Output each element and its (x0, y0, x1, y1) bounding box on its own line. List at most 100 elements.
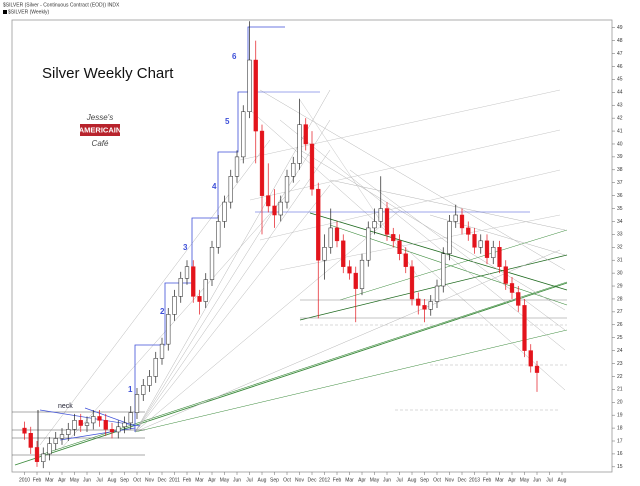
logo-band (80, 124, 120, 136)
y-tick-label: 44 (617, 90, 623, 96)
y-tick-label: 24 (617, 348, 623, 354)
trendline (134, 249, 561, 433)
trendline (309, 212, 568, 291)
y-tick-label: 23 (617, 361, 623, 367)
x-tick-label: Aug (558, 477, 567, 483)
y-tick-label: 46 (617, 64, 623, 70)
y-tick-label: 42 (617, 115, 623, 121)
candle-body (91, 416, 96, 424)
x-tick-label: Dec (308, 477, 317, 483)
candle-body (353, 272, 358, 289)
x-tick-label: May (370, 477, 380, 483)
x-tick-label: 2010 (19, 477, 30, 483)
candle-body (422, 305, 427, 310)
candle-body (391, 234, 396, 242)
candle-body (522, 305, 527, 351)
candle-body (241, 111, 246, 158)
x-tick-label: Jul (246, 477, 252, 483)
candle-body (428, 301, 433, 310)
candle-body (266, 195, 271, 207)
candle-body (434, 285, 440, 302)
candle-body (116, 426, 121, 433)
x-tick-label: 2013 (469, 477, 480, 483)
trendline (249, 129, 561, 201)
candle-body (259, 130, 265, 196)
candle-body (272, 205, 277, 216)
x-tick-label: Mar (345, 477, 354, 483)
candle-body (84, 422, 90, 426)
candle-body (103, 420, 108, 430)
candle-body (59, 434, 65, 439)
y-tick-label: 33 (617, 232, 623, 238)
y-tick-label: 47 (617, 51, 623, 57)
candle-body (303, 124, 308, 145)
candle-body (528, 350, 533, 367)
y-tick-label: 36 (617, 193, 623, 199)
x-tick-label: Oct (283, 477, 291, 483)
y-tick-label: 39 (617, 154, 623, 160)
x-tick-label: Feb (333, 477, 342, 483)
candle-body (472, 234, 477, 248)
trendline (249, 109, 566, 391)
y-tick-label: 49 (617, 25, 623, 31)
candle-body (197, 296, 202, 302)
trendline (259, 169, 561, 241)
x-tick-label: Nov (295, 477, 304, 483)
y-tick-label: 19 (617, 413, 623, 419)
candle-body (291, 163, 296, 177)
annotation: 4 (212, 182, 217, 191)
x-tick-label: Jun (83, 477, 91, 483)
chart-title: Silver Weekly Chart (42, 65, 174, 82)
x-tick-label: Jun (383, 477, 391, 483)
annotation: 6 (232, 52, 237, 61)
y-tick-label: 40 (617, 141, 623, 147)
x-tick-label: Feb (483, 477, 492, 483)
trendline (134, 149, 331, 433)
annotation: 5 (225, 117, 230, 126)
x-tick-label: Sep (270, 477, 279, 483)
x-tick-label: Feb (33, 477, 42, 483)
candle-body (341, 240, 346, 267)
candle-body (334, 227, 340, 242)
annotation: 1 (128, 385, 133, 394)
candle-body (316, 188, 321, 261)
trendline (59, 179, 301, 451)
candle-body (491, 247, 496, 258)
y-tick-label: 45 (617, 77, 623, 83)
y-tick-label: 41 (617, 128, 623, 134)
candle-body (309, 143, 315, 190)
candle-body (128, 412, 133, 424)
candle-body (403, 253, 408, 267)
logo-text: Jesse's (86, 113, 113, 122)
candle-body (134, 394, 140, 413)
logo-text: AMERICAIN (79, 125, 122, 134)
candle-body (322, 247, 327, 261)
x-tick-label: Jul (396, 477, 402, 483)
y-tick-label: 38 (617, 167, 623, 173)
y-tick-label: 28 (617, 296, 623, 302)
candle-body (191, 266, 196, 297)
candle-body (172, 296, 177, 315)
x-tick-label: Feb (183, 477, 192, 483)
trendline (239, 89, 561, 161)
candle-body (397, 240, 402, 254)
candle-body (534, 365, 540, 373)
trendline (134, 209, 401, 433)
x-tick-label: Oct (433, 477, 441, 483)
candle-body (384, 208, 390, 235)
y-tick-label: 30 (617, 270, 623, 276)
trendline (429, 214, 566, 256)
candle-body (78, 420, 83, 426)
candle-body (278, 201, 283, 216)
x-tick-label: Jun (233, 477, 241, 483)
logo: Jesse's AMERICAIN Café (79, 113, 122, 148)
x-tick-label: Jul (546, 477, 552, 483)
candles (22, 21, 540, 469)
annotation: neck (58, 403, 73, 410)
trendline (339, 229, 568, 301)
candle-body (297, 124, 302, 164)
y-tick-label: 34 (617, 219, 623, 225)
candle-body (378, 208, 383, 222)
candle-body (516, 292, 521, 306)
header-line: $SILVER (Silver - Continuous Contract (E… (3, 2, 120, 8)
